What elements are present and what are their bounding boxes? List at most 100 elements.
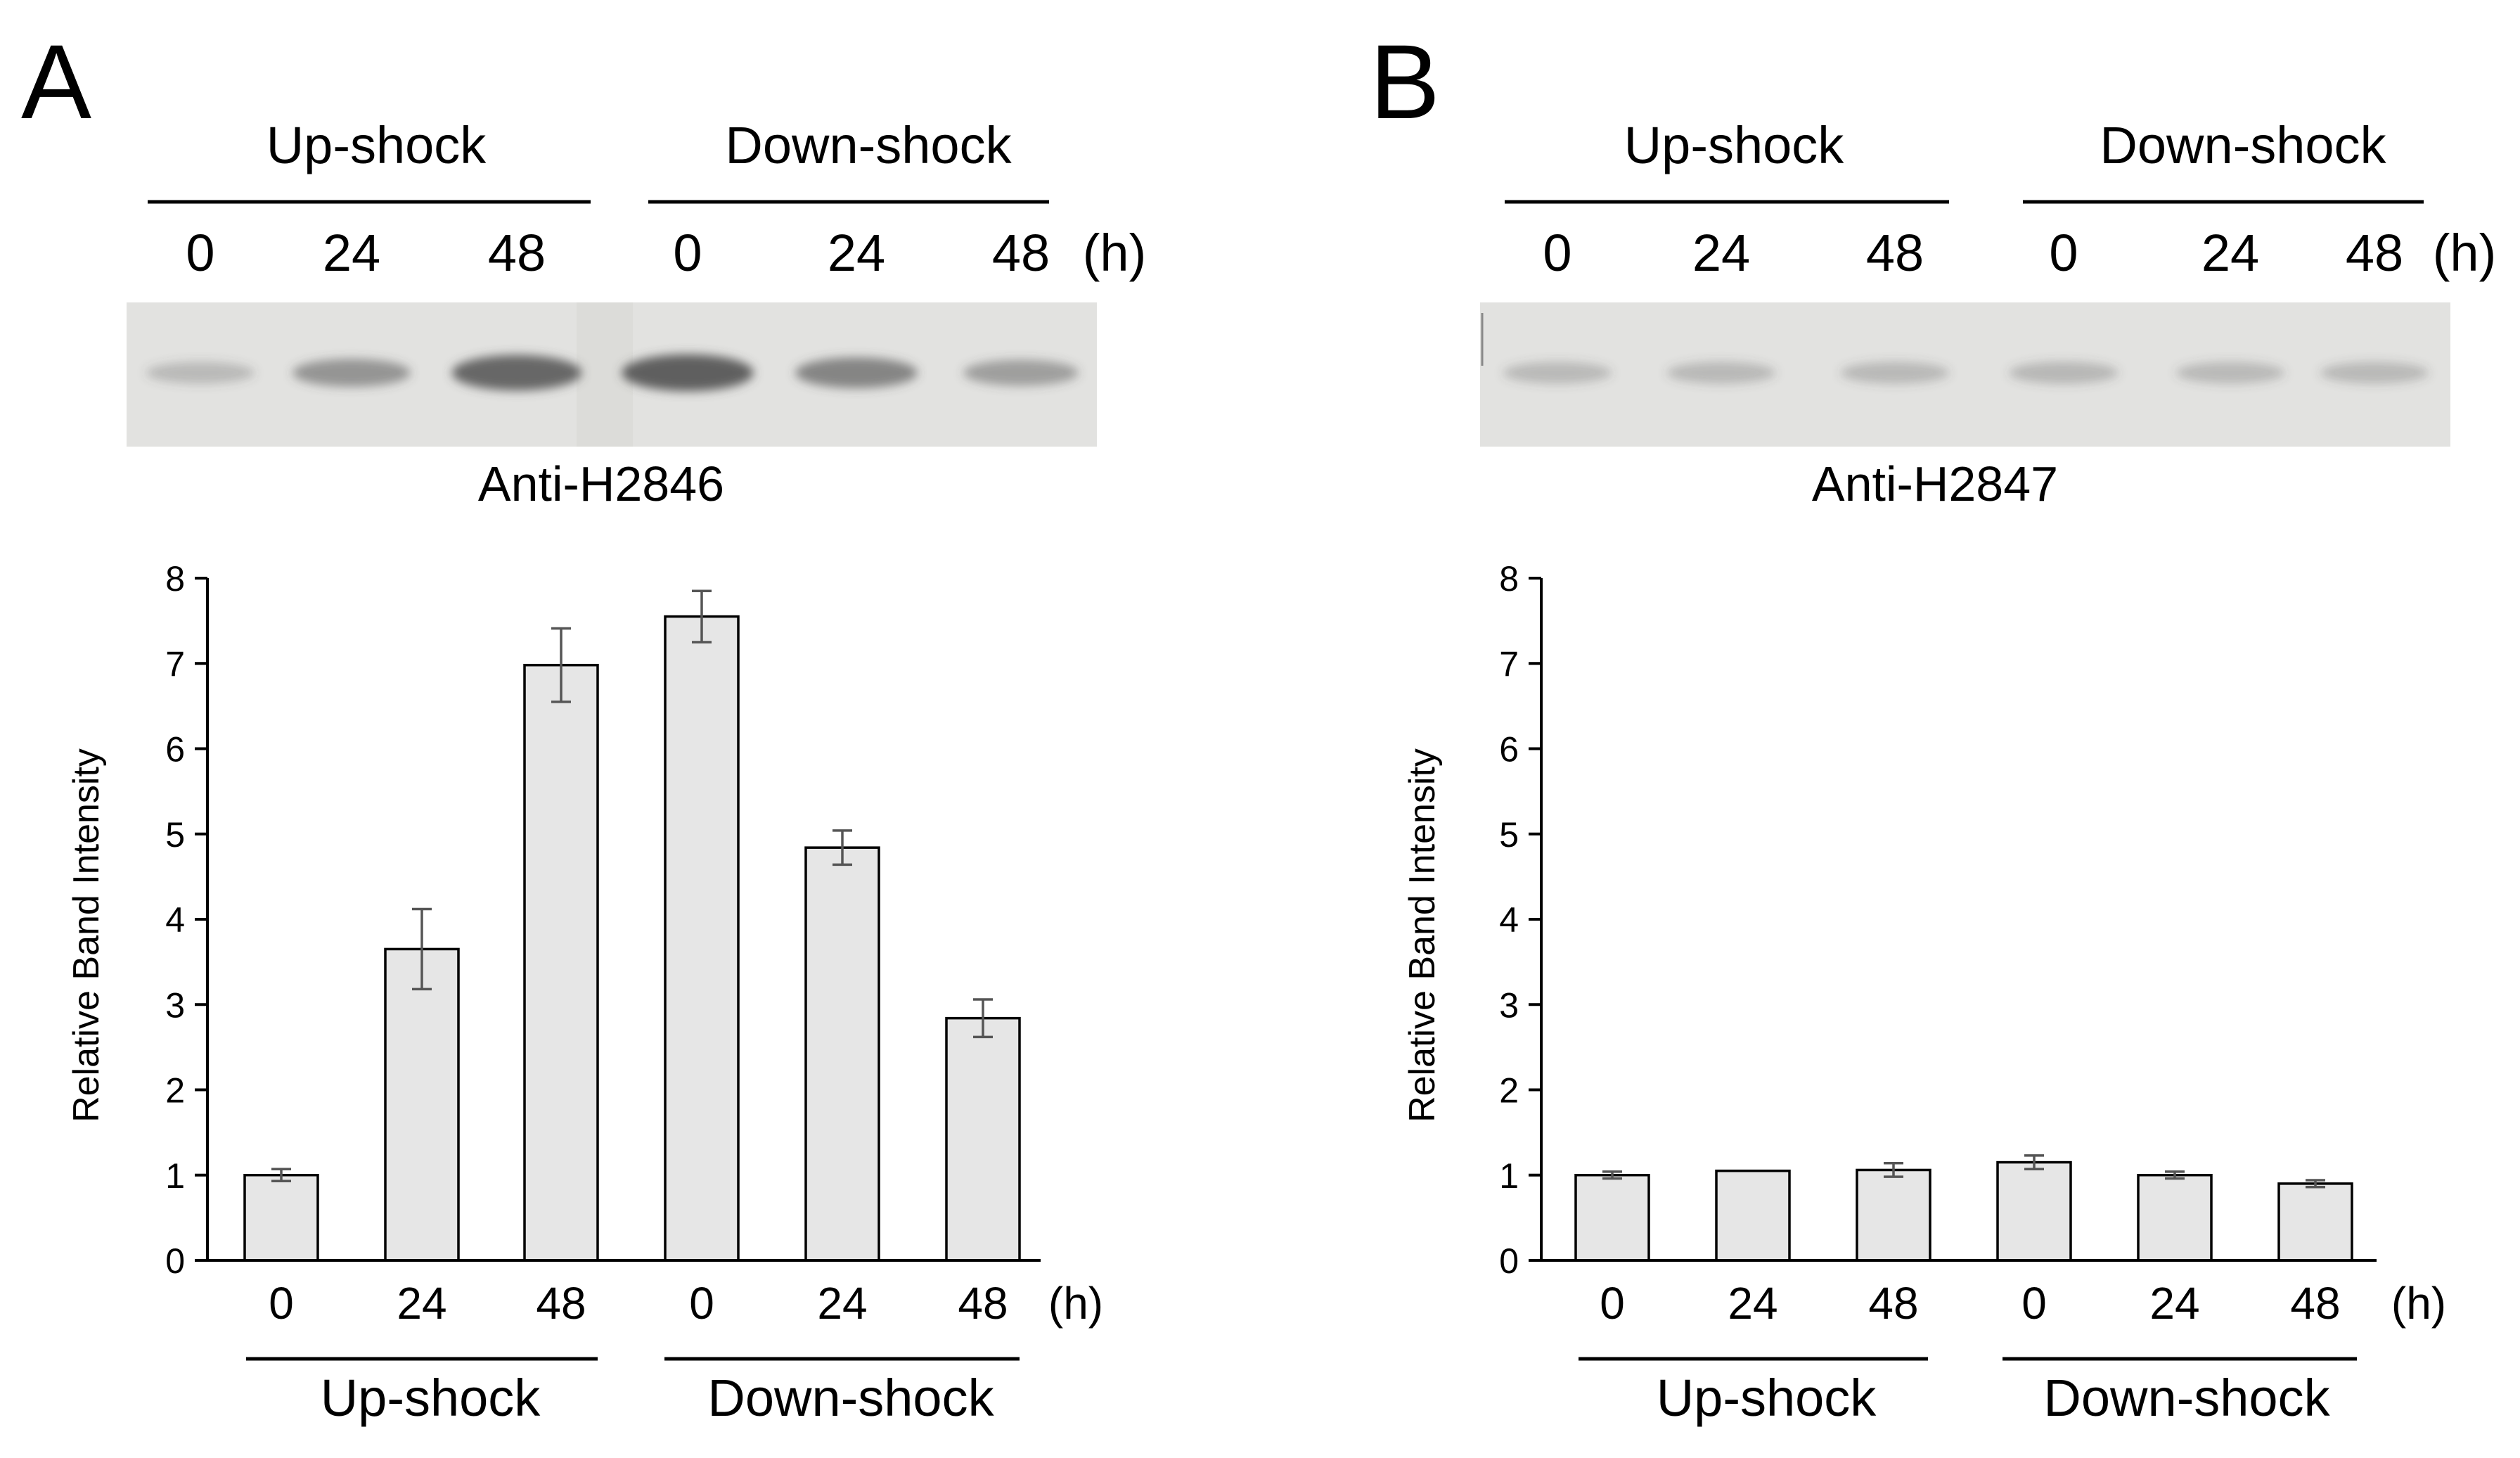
bar-b [1996, 1160, 2072, 1262]
y-tick-label-a: 6 [165, 730, 185, 769]
x-tick-label-b: 24 [2149, 1278, 2199, 1329]
blot-a-lane-label: 48 [488, 224, 546, 282]
y-tick-label-a: 3 [165, 985, 185, 1025]
blot-band-b [2320, 362, 2429, 384]
x-tick-label-b: 0 [1600, 1278, 1625, 1329]
bar-a [804, 846, 880, 1262]
blot-band-b [1840, 362, 1950, 384]
blot-b-lane-label: 0 [1543, 224, 1571, 282]
blot-b-group-label-1: Up-shock [1624, 116, 1845, 174]
western-blot-b [1480, 302, 2450, 447]
x-tick-label-a: 48 [536, 1278, 586, 1329]
bar-a [664, 615, 740, 1262]
blot-band-a [622, 354, 754, 392]
blot-band-a [963, 359, 1079, 386]
y-tick-label-a: 1 [165, 1156, 185, 1196]
blot-band-a [292, 359, 411, 387]
y-tick-label-a: 4 [165, 900, 185, 940]
panel-b-letter: B [1370, 23, 1440, 141]
bar-b [2277, 1182, 2353, 1262]
y-tick-label-b: 0 [1499, 1241, 1519, 1281]
x-tick-label-a: 48 [958, 1278, 1008, 1329]
blot-band-a [146, 362, 255, 384]
blot-a-unit-label: (h) [1083, 224, 1146, 282]
error-bar-a [271, 1168, 291, 1182]
x-axis-unit-b: (h) [2391, 1278, 2446, 1329]
x-tick-label-a: 0 [269, 1278, 294, 1329]
y-tick-label-b: 6 [1499, 730, 1519, 769]
bar-b [2137, 1174, 2213, 1262]
bar-a [384, 947, 460, 1262]
y-tick-label-b: 8 [1499, 559, 1519, 599]
chart-b-group-label-2: Down-shock [2043, 1369, 2330, 1427]
blot-b-lane-label: 24 [2201, 224, 2259, 282]
bar-a [523, 663, 599, 1262]
bar-b [1715, 1169, 1791, 1262]
chart-a-group-label-1: Up-shock [321, 1369, 541, 1427]
western-blot-a [127, 302, 1097, 447]
blot-band-b [2175, 362, 2285, 384]
panel-b: B Up-shock Down-shock 0 24 48 0 24 48 (h… [1370, 23, 2496, 1427]
x-tick-label-b: 24 [1728, 1278, 1778, 1329]
x-axis-unit-a: (h) [1048, 1278, 1103, 1329]
x-tick-label-b: 0 [2021, 1278, 2047, 1329]
y-tick-label-b: 5 [1499, 815, 1519, 855]
blot-b-group-label-2: Down-shock [2100, 116, 2386, 174]
x-tick-label-a: 0 [689, 1278, 714, 1329]
error-bar-b [1602, 1170, 1622, 1180]
y-tick-label-a: 8 [165, 559, 185, 599]
blot-b-lane-labels: 0 24 48 0 24 48 (h) [1543, 224, 2496, 282]
y-tick-label-a: 7 [165, 644, 185, 684]
blot-b-unit-label: (h) [2433, 224, 2496, 282]
blot-a-group-label-2: Down-shock [725, 116, 1012, 174]
blot-a-lane-labels: 0 24 48 0 24 48 (h) [186, 224, 1146, 282]
error-bar-a [412, 907, 432, 991]
blot-a-lane-label: 48 [992, 224, 1050, 282]
blot-band-b [2009, 362, 2119, 384]
bar-chart-a: Relative Band Intensity 0 1 2 3 4 5 6 7 8 0 24 48 0… [66, 559, 1103, 1427]
blot-b-lane-label: 48 [1866, 224, 1924, 282]
blot-band-b [1503, 362, 1612, 384]
blot-band-a [795, 357, 918, 388]
blot-a-group-label-1: Up-shock [266, 116, 487, 174]
blot-b-lane-label: 48 [2346, 224, 2403, 282]
bar-chart-b: Relative Band Intensity 0 1 2 3 4 5 6 7 8 0 24 48 0… [1402, 559, 2446, 1427]
bar-a [243, 1174, 319, 1262]
y-tick-label-b: 1 [1499, 1156, 1519, 1196]
y-tick-label-b: 7 [1499, 644, 1519, 684]
y-tick-label-b: 2 [1499, 1071, 1519, 1111]
blot-band-b [1666, 362, 1776, 384]
y-axis-label-b: Relative Band Intensity [1402, 748, 1443, 1123]
panel-a-letter: A [21, 23, 91, 141]
y-tick-label-a: 5 [165, 815, 185, 855]
chart-a-group-label-2: Down-shock [707, 1369, 994, 1427]
y-tick-label-a: 2 [165, 1071, 185, 1111]
bar-b [1856, 1168, 1931, 1262]
error-bar-b [1884, 1162, 1903, 1178]
error-bar-a [692, 589, 712, 644]
chart-b-group-label-1: Up-shock [1657, 1369, 1877, 1427]
blot-b-antibody-label: Anti-H2847 [1812, 456, 2058, 511]
blot-b-lane-label: 0 [2049, 224, 2078, 282]
x-tick-label-b: 48 [1868, 1278, 1918, 1329]
y-tick-label-b: 3 [1499, 985, 1519, 1025]
blot-band-a [451, 354, 582, 391]
blot-b-lane-label: 24 [1692, 224, 1750, 282]
blot-a-lane-label: 0 [673, 224, 702, 282]
error-bar-b [2165, 1170, 2185, 1180]
blot-a-lane-label: 24 [828, 224, 885, 282]
error-bar-a [832, 829, 852, 867]
blot-a-lane-label: 0 [186, 224, 214, 282]
blot-a-antibody-label: Anti-H2846 [478, 456, 724, 511]
y-tick-label-a: 0 [165, 1241, 185, 1281]
bar-b [1574, 1174, 1650, 1262]
x-tick-label-a: 24 [397, 1278, 446, 1329]
error-bar-a [973, 998, 993, 1039]
panel-a: A Up-shock Down-shock 0 24 48 0 24 48 (h… [21, 23, 1146, 1427]
y-tick-label-b: 4 [1499, 900, 1519, 940]
error-bar-b [2024, 1154, 2044, 1171]
blot-b-membrane [1480, 302, 2450, 447]
error-bar-b [2306, 1179, 2325, 1189]
x-tick-label-a: 24 [817, 1278, 867, 1329]
